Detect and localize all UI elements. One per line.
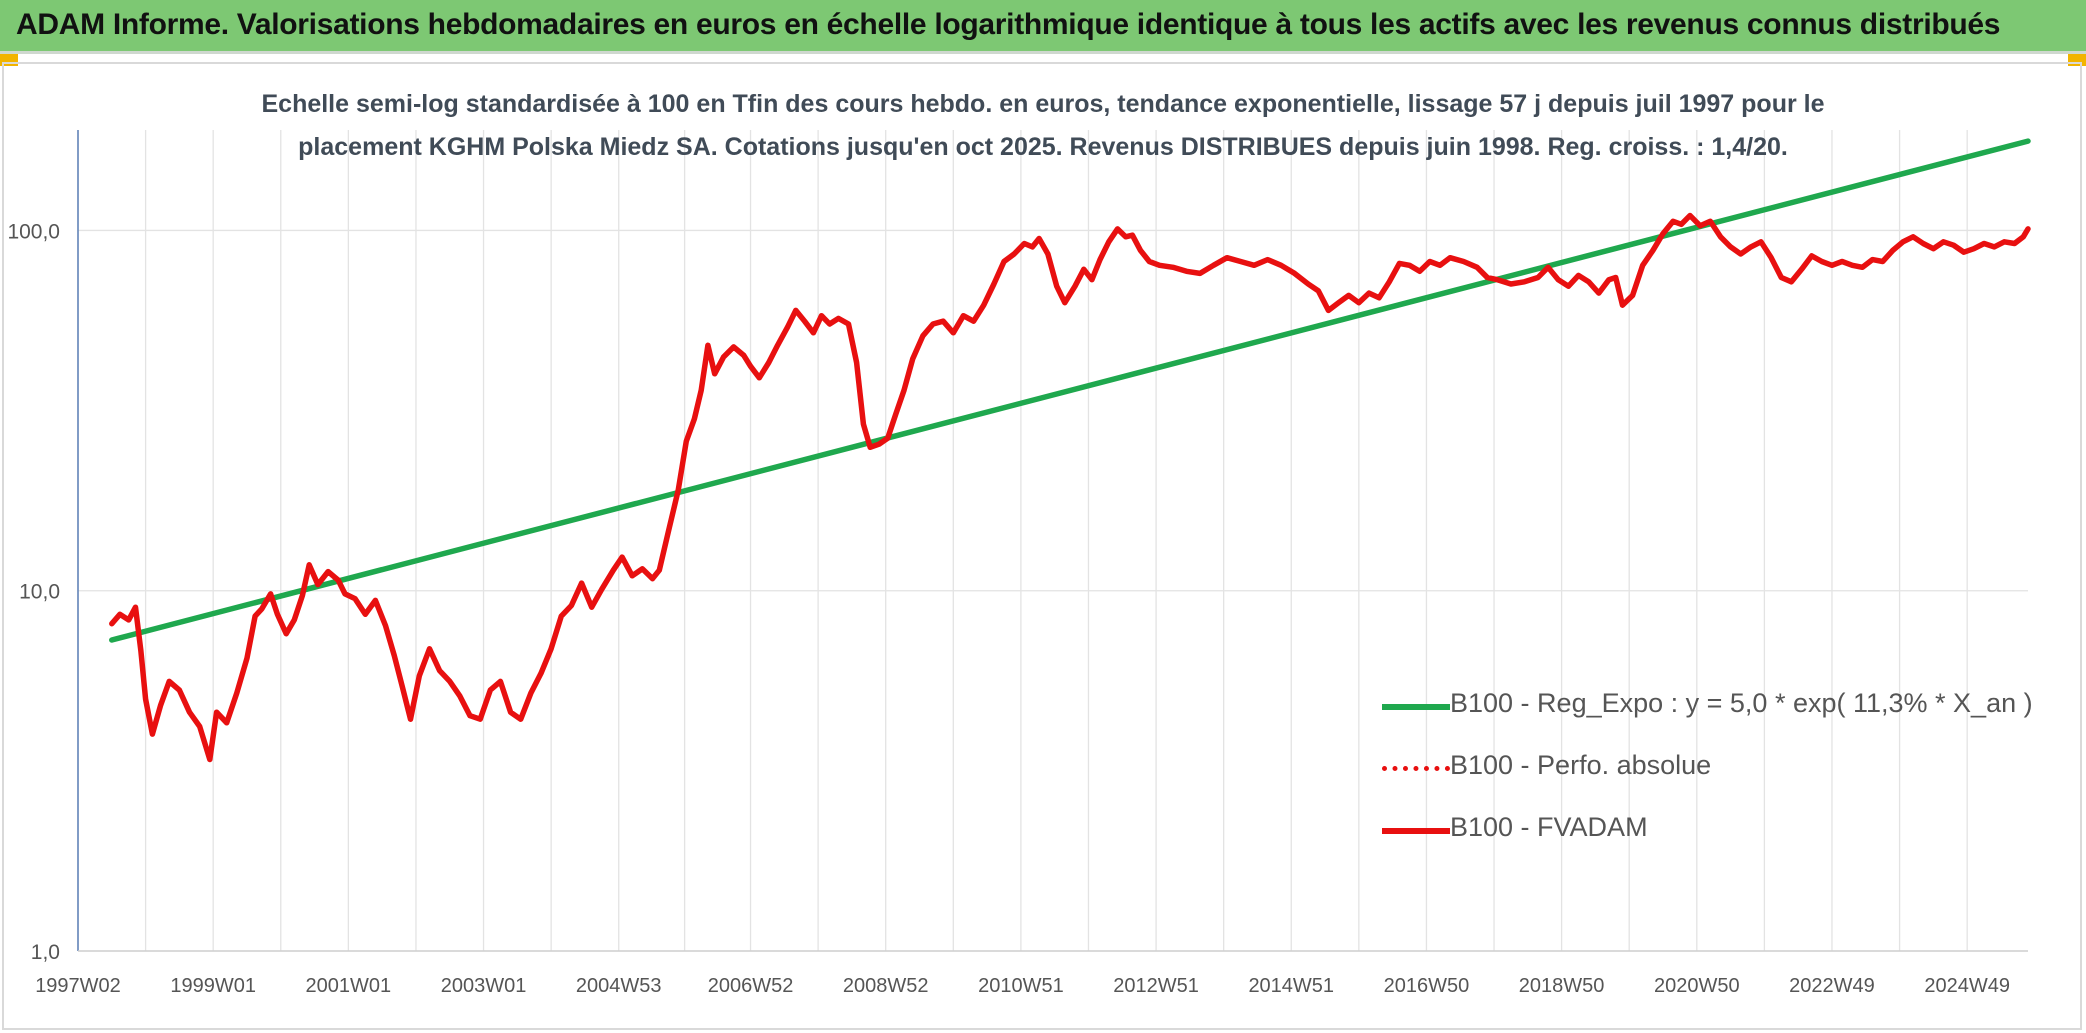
x-tick-label: 2006W52 <box>708 975 794 997</box>
legend-label-regression: B100 - Reg_Expo : y = 5,0 * exp( 11,3% *… <box>1450 688 2033 718</box>
series-line-fvadam <box>109 212 2031 763</box>
y-tick-label: 10,0 <box>19 581 60 604</box>
x-tick-label: 2014W51 <box>1248 975 1334 997</box>
x-tick-label: 2024W49 <box>1924 975 2010 997</box>
x-tick-label: 2003W01 <box>441 975 527 997</box>
chart-title-line-1: Echelle semi-log standardisée à 100 en T… <box>261 90 1825 118</box>
x-tick-label: 2016W50 <box>1384 975 1470 997</box>
report-title: ADAM Informe. Valorisations hebdomadaire… <box>16 8 2001 41</box>
x-tick-label: 2001W01 <box>306 975 392 997</box>
x-tick-label: 2022W49 <box>1789 975 1875 997</box>
legend-item-fvadam: B100 - FVADAM <box>1382 810 2022 850</box>
x-tick-label: 2020W50 <box>1654 975 1740 997</box>
y-tick-label: 100,0 <box>7 220 60 243</box>
report-banner: ADAM Informe. Valorisations hebdomadaire… <box>0 0 2086 54</box>
legend-item-perfo-absolue: B100 - Perfo. absolue <box>1382 748 2022 788</box>
x-tick-label: 2010W51 <box>978 975 1064 997</box>
x-tick-label: 2012W51 <box>1113 975 1199 997</box>
x-tick-label: 1997W02 <box>35 975 121 997</box>
x-tick-label: 2018W50 <box>1519 975 1605 997</box>
x-tick-label: 1999W01 <box>170 975 256 997</box>
chart-title-line-2: placement KGHM Polska Miedz SA. Cotation… <box>298 133 1788 161</box>
legend-swatch-fvadam <box>1382 828 1450 834</box>
x-tick-label: 2004W53 <box>576 975 662 997</box>
legend-swatch-perfo-absolue <box>1382 766 1450 771</box>
legend-label-perfo-absolue: B100 - Perfo. absolue <box>1450 750 1712 780</box>
legend-label-fvadam: B100 - FVADAM <box>1450 812 1648 842</box>
chart-frame <box>2 62 2082 1030</box>
x-tick-label: 2008W52 <box>843 975 929 997</box>
y-tick-label: 1,0 <box>31 941 60 964</box>
legend-item-regression: B100 - Reg_Expo : y = 5,0 * exp( 11,3% *… <box>1382 686 2033 726</box>
legend-swatch-regression <box>1382 704 1450 710</box>
series-line-regression <box>109 138 2031 643</box>
